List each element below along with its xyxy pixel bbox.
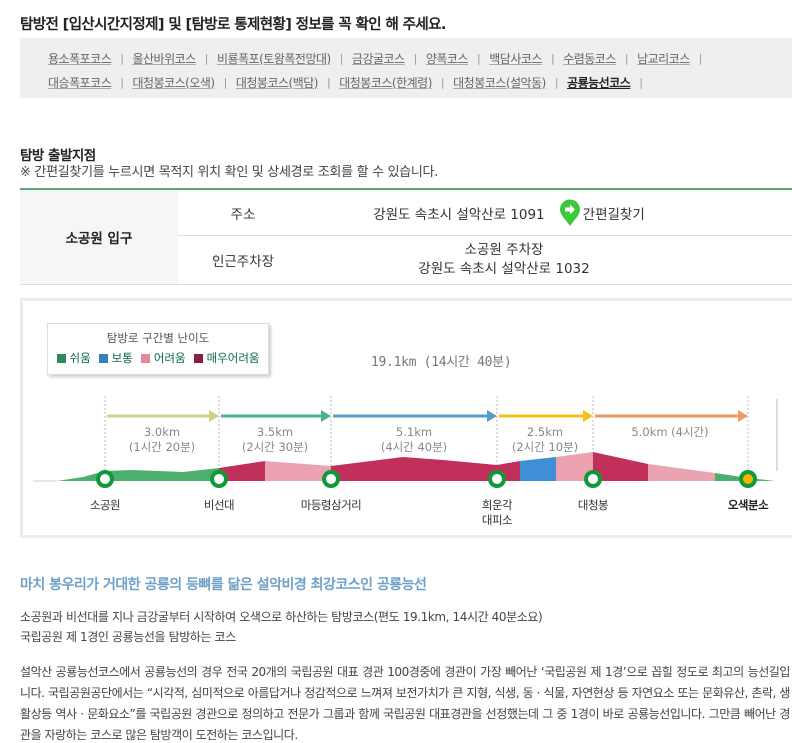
- segment-distance: 3.0km: [143, 425, 181, 439]
- segment-2-info: 3.5km (2시간 30분): [242, 425, 308, 455]
- legend-label: 어려움: [153, 351, 186, 365]
- course-link-gongryong-active[interactable]: 공룡능선코스: [567, 75, 631, 90]
- address-row: 주소 강원도 속초시 설악산로 1091 간편길찾기: [178, 190, 792, 236]
- difficulty-legend: 탐방로 구간별 난이도 쉬움 보통 어려움 매우어려움: [47, 323, 269, 375]
- course-link-daecheong-hangyeryeong[interactable]: 대청봉코스(한계령): [339, 75, 432, 90]
- stop-sogongwon: 소공원: [89, 498, 121, 512]
- course-nav: 용소폭포코스 | 울산바위코스 | 비룡폭포(토왕폭전망대) | 금강굴코스 | 양폭코…: [20, 38, 792, 98]
- swatch-icon: [193, 353, 203, 363]
- nav-separator: |: [223, 75, 228, 89]
- legend-label: 쉬움: [69, 351, 91, 365]
- stop-madeungnyeong: 마등령삼거리: [300, 498, 362, 512]
- summary-line-1: 소공원과 비선대를 지나 금강굴부터 시작하여 오색으로 하산하는 탐방코스(편…: [20, 610, 543, 624]
- nav-separator: |: [327, 75, 331, 89]
- parking-name: 소공원 주차장: [464, 242, 544, 258]
- course-link-yongso[interactable]: 용소폭포코스: [48, 51, 112, 66]
- legend-very-hard: 매우어려움: [193, 350, 260, 366]
- legend-hard: 어려움: [140, 350, 186, 366]
- course-link-namgyori[interactable]: 남교리코스: [637, 51, 690, 66]
- start-point-description: ※ 간편길찾기를 누르시면 목적지 위치 확인 및 상세경로 조회를 할 수 있…: [20, 165, 439, 180]
- address-value: 강원도 속초시 설악산로 1091: [373, 206, 545, 223]
- swatch-icon: [140, 353, 150, 363]
- nav-separator: |: [550, 51, 555, 65]
- course-nav-row-1: 용소폭포코스 | 울산바위코스 | 비룡폭포(토왕폭전망대) | 금강굴코스 | 양폭코…: [48, 46, 792, 70]
- segment-1-info: 3.0km (1시간 20분): [129, 425, 195, 455]
- stop-name-line2: 대피소: [481, 513, 513, 527]
- article-summary: 소공원과 비선대를 지나 금강굴부터 시작하여 오색으로 하산하는 탐방코스(편…: [20, 607, 543, 647]
- article-title: 마치 봉우리가 거대한 공룡의 등뼈를 닮은 설악비경 최강코스인 공룡능선: [20, 577, 427, 593]
- course-link-geumganggul[interactable]: 금강굴코스: [351, 51, 405, 66]
- nav-separator: |: [120, 75, 124, 89]
- course-link-daecheong-baekdam[interactable]: 대청봉코스(백담): [235, 75, 319, 90]
- swatch-icon: [98, 353, 108, 363]
- stop-biseondae: 비선대: [203, 498, 235, 512]
- segment-time: (2시간 30분): [241, 440, 309, 454]
- nav-separator: |: [477, 51, 481, 65]
- segment-distance: 3.5km: [256, 425, 294, 439]
- article-body: 설악산 공룡능선코스에서 공룡능선의 경우 전국 20개의 국립공원 대표 경관…: [20, 665, 790, 742]
- easy-directions-button[interactable]: 간편길찾기: [559, 199, 645, 227]
- course-nav-row-2: 대승폭포코스 | 대청봉코스(오색) | 대청봉코스(백담) | 대청봉코스(한계령)…: [48, 70, 792, 94]
- map-pin-arrow-icon: [559, 199, 580, 226]
- start-point-name: 소공원 입구: [20, 190, 178, 284]
- nav-separator: |: [698, 51, 703, 65]
- nav-separator: |: [339, 51, 344, 65]
- nav-separator: |: [440, 75, 445, 89]
- parking-row: 인근주차장 소공원 주차장 강원도 속초시 설악산로 1032: [178, 236, 792, 284]
- total-distance-time: 19.1km (14시간 40분): [371, 355, 512, 370]
- legend-normal: 보통: [98, 350, 133, 366]
- segment-4-info: 2.5km (2시간 10분): [512, 425, 578, 455]
- segment-distance: 2.5km: [526, 425, 564, 439]
- course-link-daecheong-osaek[interactable]: 대청봉코스(오색): [132, 75, 215, 90]
- course-link-yangpok[interactable]: 양폭코스: [425, 51, 469, 66]
- summary-line-2: 국립공원 제 1경인 공룡능선을 탐방하는 코스: [20, 630, 236, 644]
- nav-separator: |: [639, 75, 643, 89]
- swatch-icon: [56, 353, 66, 363]
- stop-huiungak: 희운각 대피소: [481, 498, 513, 528]
- address-value-cell: 강원도 속초시 설악산로 1091 간편길찾기: [308, 199, 792, 227]
- legend-items: 쉬움 보통 어려움 매우어려움: [48, 350, 268, 366]
- parking-label: 인근주차장: [211, 254, 275, 270]
- trail-elevation-chart: [33, 396, 778, 488]
- course-link-daecheong-seoragdong[interactable]: 대청봉코스(설악동): [453, 75, 546, 90]
- stop-name: 희운각: [481, 498, 513, 512]
- legend-label: 매우어려움: [206, 351, 260, 365]
- start-point-title: 탐방 출발지점: [20, 148, 96, 164]
- stop-daecheongbong: 대청봉: [577, 498, 609, 512]
- address-label: 주소: [230, 206, 256, 223]
- parking-value-cell: 소공원 주차장 강원도 속초시 설악산로 1032: [308, 241, 792, 279]
- course-link-baekdamsa[interactable]: 백담사코스: [489, 51, 542, 66]
- legend-title: 탐방로 구간별 난이도: [106, 331, 210, 345]
- stop-osaek: 오색분소: [727, 498, 769, 512]
- nav-separator: |: [413, 51, 418, 65]
- course-link-ulsanbawi[interactable]: 울산바위코스: [132, 51, 196, 66]
- nav-separator: |: [554, 75, 559, 89]
- legend-label: 보통: [111, 351, 133, 365]
- legend-easy: 쉬움: [56, 350, 91, 366]
- nav-separator: |: [120, 51, 124, 65]
- easy-directions-label: 간편길찾기: [582, 206, 645, 223]
- course-link-suryeomdong[interactable]: 수렴동코스: [563, 51, 616, 66]
- nav-separator: |: [204, 51, 209, 65]
- course-link-biryong[interactable]: 비룡폭포(토왕폭전망대): [216, 51, 331, 66]
- segment-distance: 5.0km (4시간): [631, 425, 709, 439]
- notice-banner: 탐방전 [입산시간지정제] 및 [탐방로 통제현황] 정보를 꼭 확인 해 주세…: [20, 17, 446, 33]
- segment-time: (2시간 10분): [511, 440, 579, 454]
- segment-distance: 5.1km: [395, 425, 433, 439]
- nav-separator: |: [624, 51, 629, 65]
- start-point-table: 소공원 입구 주소 강원도 속초시 설악산로 1091 간편길찾기 인근주차장 …: [20, 188, 792, 285]
- parking-address: 강원도 속초시 설악산로 1032: [418, 261, 590, 277]
- segment-time: (1시간 20분): [128, 440, 196, 454]
- segment-5-info: 5.0km (4시간): [631, 425, 708, 440]
- trail-profile-panel: 탐방로 구간별 난이도 쉬움 보통 어려움 매우어려움 19.1km (14시간…: [20, 298, 792, 538]
- course-link-daeseung[interactable]: 대승폭포코스: [48, 75, 112, 90]
- segment-time: (4시간 40분): [380, 440, 448, 454]
- segment-3-info: 5.1km (4시간 40분): [381, 425, 447, 455]
